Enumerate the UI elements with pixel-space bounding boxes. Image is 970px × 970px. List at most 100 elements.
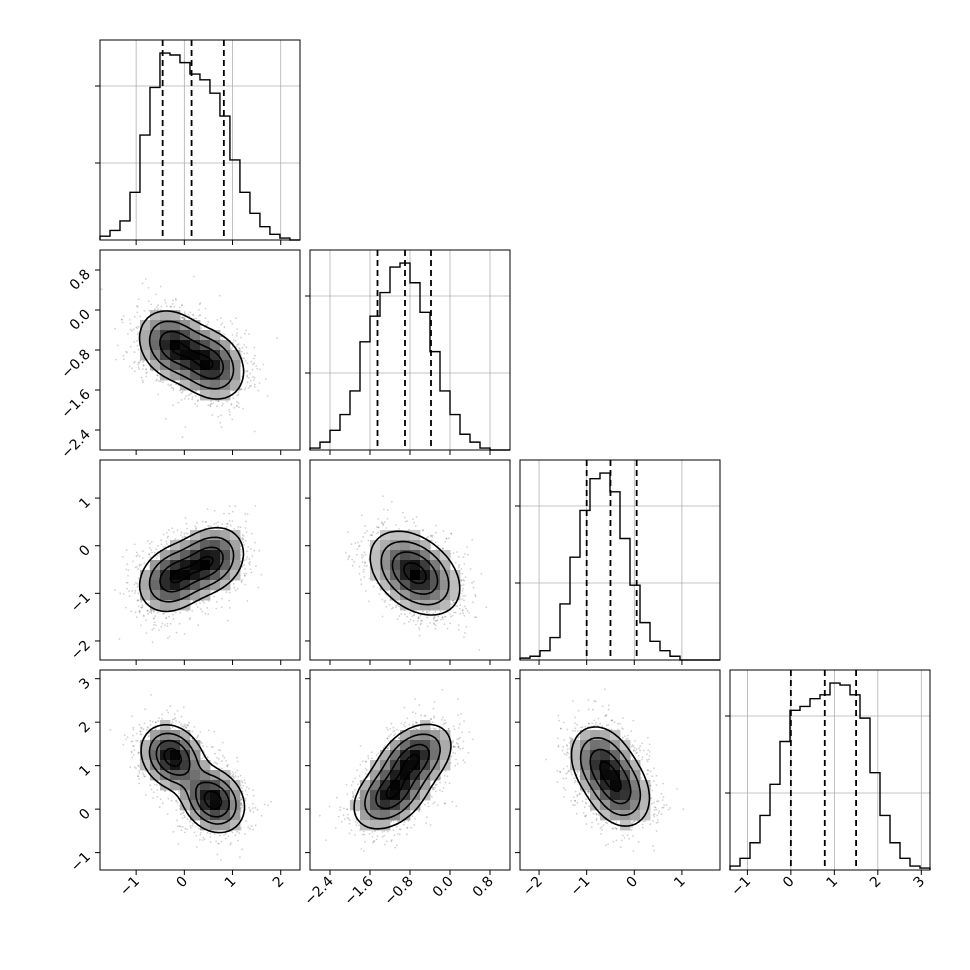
sample-point [188, 315, 191, 318]
sample-point [246, 374, 249, 377]
sample-point [153, 621, 156, 624]
sample-point [236, 328, 239, 330]
sample-point [162, 546, 165, 548]
sample-point [136, 305, 139, 308]
panel-content [345, 495, 488, 651]
sample-point [201, 610, 204, 613]
y-tick-label: −0.8 [58, 347, 93, 382]
sample-point [139, 360, 142, 362]
sample-point [210, 400, 212, 403]
sample-point [187, 398, 190, 400]
sample-point [207, 525, 209, 527]
sample-point [181, 304, 183, 306]
sample-point [155, 624, 157, 627]
sample-point [220, 323, 223, 326]
sample-point [136, 616, 138, 619]
sample-point [243, 572, 246, 575]
sample-point [156, 611, 159, 614]
sample-point [178, 306, 181, 309]
sample-point [184, 517, 187, 519]
density-cell [210, 570, 221, 581]
sample-point [233, 586, 236, 589]
sample-point [195, 603, 198, 606]
sample-point [244, 583, 247, 586]
density-cell [230, 380, 241, 391]
sample-point [141, 368, 144, 370]
sample-point [156, 374, 159, 377]
sample-point [209, 404, 212, 407]
sample-point [170, 387, 173, 389]
sample-point [415, 623, 417, 626]
sample-point [137, 348, 140, 351]
sample-point [137, 599, 140, 602]
sample-point [232, 341, 234, 344]
sample-point [220, 597, 223, 600]
sample-point [193, 275, 196, 278]
sample-point [194, 395, 197, 397]
sample-point [185, 532, 188, 534]
sample-point [137, 366, 140, 368]
sample-point [244, 513, 247, 515]
sample-point [432, 617, 435, 620]
sample-point [164, 417, 167, 420]
sample-point [228, 607, 231, 609]
sample-point [241, 579, 244, 581]
sample-point [255, 565, 257, 567]
density-cell [150, 570, 161, 581]
sample-point [181, 304, 183, 307]
density-cell [180, 590, 191, 601]
density-cell [150, 340, 161, 351]
sample-point [128, 319, 131, 321]
sample-point [231, 418, 234, 421]
sample-point [230, 402, 233, 405]
sample-point [237, 526, 240, 528]
sample-point [276, 337, 279, 340]
density-cell [160, 570, 171, 581]
sample-point [395, 524, 397, 526]
sample-point [259, 368, 261, 371]
sample-point [168, 615, 170, 618]
sample-point [137, 605, 140, 608]
sample-point [134, 611, 137, 614]
sample-point [156, 374, 159, 376]
sample-point [151, 641, 154, 644]
sample-point [264, 378, 267, 380]
sample-point [221, 322, 224, 324]
sample-point [136, 327, 139, 329]
sample-point [137, 325, 140, 328]
sample-point [169, 622, 172, 625]
sample-point [236, 343, 239, 346]
sample-point [228, 520, 231, 522]
sample-point [155, 548, 158, 551]
sample-point [235, 317, 237, 320]
sample-point [221, 404, 224, 407]
density-cell [220, 540, 231, 551]
density-cell [140, 590, 151, 601]
sample-point [376, 526, 378, 528]
sample-point [153, 617, 156, 619]
density-cell [190, 560, 201, 571]
sample-point [173, 305, 176, 308]
panel-frame [99, 39, 301, 241]
density-cell [210, 370, 221, 381]
sample-point [150, 610, 153, 613]
sample-point [186, 533, 189, 535]
density-cell [140, 320, 151, 331]
sample-point [223, 512, 225, 515]
sample-point [127, 333, 129, 335]
sample-point [137, 361, 140, 364]
sample-point [147, 612, 150, 615]
density-cell [180, 600, 191, 611]
sample-point [212, 402, 215, 405]
sample-point [253, 430, 256, 433]
sample-point [145, 632, 148, 634]
sample-point [201, 520, 204, 523]
sample-point [228, 599, 231, 602]
sample-point [131, 590, 134, 592]
sample-point [206, 508, 209, 510]
density-cell [160, 320, 171, 331]
sample-point [204, 612, 207, 615]
sample-point [414, 525, 417, 527]
sample-point [457, 624, 460, 627]
density-cell [200, 560, 211, 571]
